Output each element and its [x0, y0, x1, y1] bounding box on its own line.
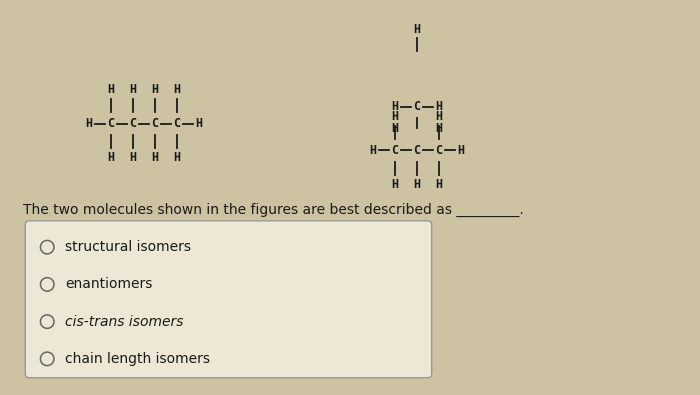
Text: H: H	[391, 100, 398, 113]
Text: H: H	[435, 110, 442, 123]
Text: C: C	[413, 144, 420, 157]
Text: chain length isomers: chain length isomers	[65, 352, 210, 366]
Text: H: H	[85, 117, 92, 130]
Text: cis-trans isomers: cis-trans isomers	[65, 315, 183, 329]
Text: structural isomers: structural isomers	[65, 240, 191, 254]
Text: H: H	[130, 151, 136, 164]
Text: C: C	[391, 144, 398, 157]
Text: C: C	[151, 117, 158, 130]
Text: H: H	[173, 151, 181, 164]
Text: H: H	[435, 100, 442, 113]
Text: H: H	[391, 122, 398, 135]
Text: H: H	[195, 117, 202, 130]
Text: C: C	[107, 117, 115, 130]
Text: C: C	[130, 117, 136, 130]
Text: H: H	[391, 178, 398, 191]
Text: H: H	[413, 23, 420, 36]
Text: H: H	[435, 178, 442, 191]
FancyBboxPatch shape	[25, 221, 432, 378]
Text: H: H	[173, 83, 181, 96]
Text: H: H	[457, 144, 464, 157]
Text: enantiomers: enantiomers	[65, 277, 153, 292]
Text: H: H	[435, 122, 442, 135]
Text: H: H	[413, 178, 420, 191]
Text: H: H	[370, 144, 377, 157]
Text: C: C	[435, 144, 442, 157]
Text: H: H	[391, 110, 398, 123]
Text: H: H	[151, 151, 158, 164]
Text: C: C	[413, 100, 420, 113]
Text: H: H	[130, 83, 136, 96]
Text: The two molecules shown in the figures are best described as _________.: The two molecules shown in the figures a…	[23, 203, 524, 217]
Text: H: H	[107, 151, 115, 164]
Text: H: H	[151, 83, 158, 96]
Text: C: C	[173, 117, 181, 130]
Text: H: H	[107, 83, 115, 96]
